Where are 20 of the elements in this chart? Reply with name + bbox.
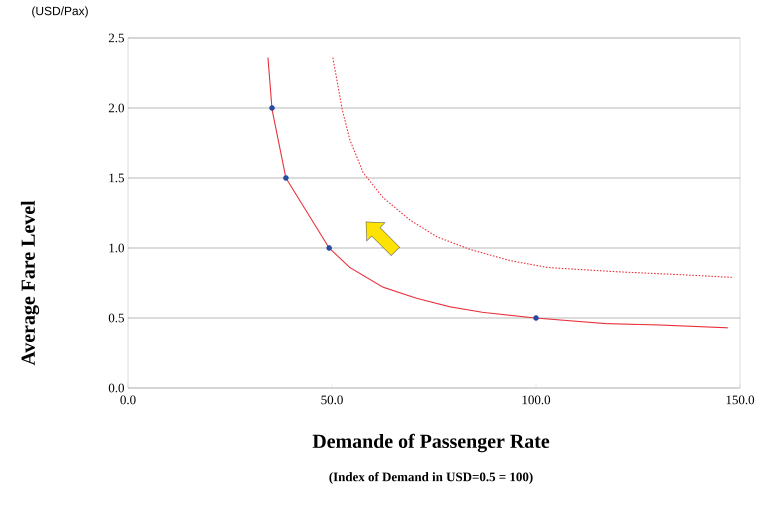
y-tick-label: 2.5 bbox=[108, 34, 124, 42]
y-tick-label: 0.0 bbox=[108, 384, 124, 392]
point bbox=[326, 245, 332, 251]
y-axis-title: Average Fare Level bbox=[20, 200, 40, 366]
y-tick-label: 2.0 bbox=[108, 104, 124, 112]
text: (USD/Pax) bbox=[32, 6, 88, 18]
x-tick-label: 100.0 bbox=[522, 396, 550, 404]
y-tick-label: 1.0 bbox=[109, 244, 124, 252]
y-tick-label: 1.5 bbox=[109, 174, 124, 182]
text: (Index of Demand in USD=0.5 = 100) bbox=[329, 472, 533, 484]
x-tick-label: 150.0 bbox=[726, 396, 754, 404]
y-tick-label: 0.5 bbox=[108, 314, 124, 322]
x-axis-title: Demande of Passenger Rate bbox=[312, 434, 550, 452]
point bbox=[283, 175, 289, 181]
line-series bbox=[332, 57, 732, 278]
x-tick-label: 50.0 bbox=[321, 396, 343, 404]
point bbox=[533, 315, 539, 321]
line-series bbox=[267, 57, 728, 328]
point bbox=[269, 105, 275, 111]
x-tick-label: 0.0 bbox=[120, 396, 136, 404]
